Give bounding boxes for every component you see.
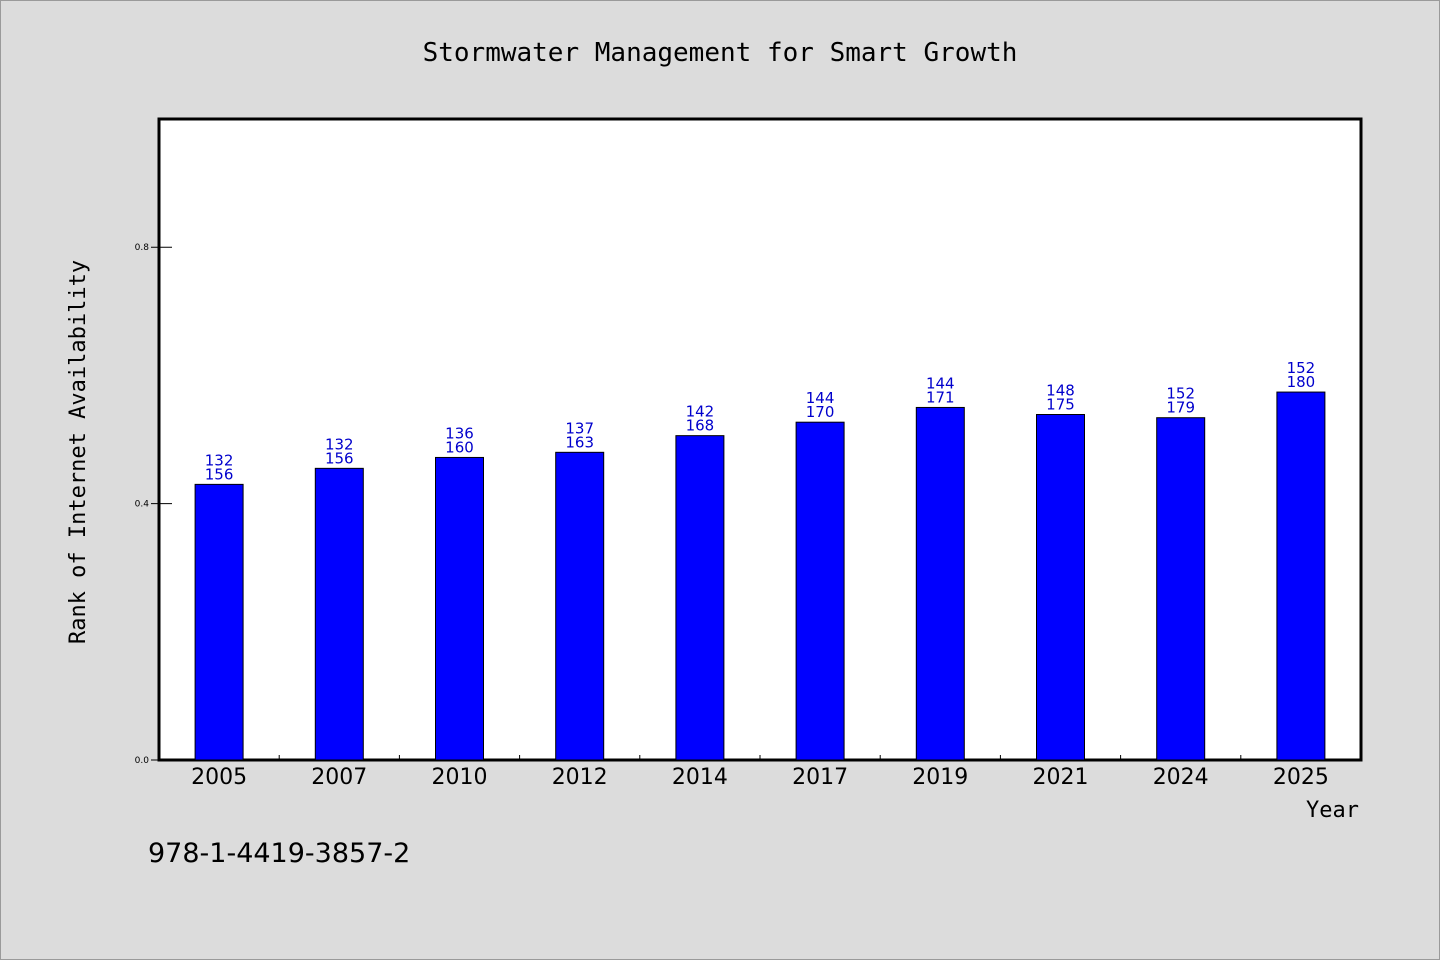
- data-label-top: 152: [1287, 359, 1316, 377]
- bar: [435, 456, 484, 761]
- data-label-bottom: 156: [325, 449, 354, 467]
- x-tick-label: 2025: [1273, 765, 1329, 790]
- data-label-top: 137: [565, 419, 594, 437]
- data-label-top: 132: [205, 451, 234, 469]
- data-label-top: 148: [1046, 382, 1075, 400]
- data-label-bottom: 179: [1166, 399, 1195, 417]
- data-label-top: 144: [806, 389, 835, 407]
- bar: [1276, 391, 1326, 761]
- y-tick-label: 0.4: [135, 500, 150, 510]
- x-tick-label: 2005: [191, 765, 247, 790]
- data-label-bottom: 170: [806, 403, 835, 421]
- x-tick-label: 2021: [1033, 765, 1089, 790]
- x-tick-label: 2019: [912, 765, 968, 790]
- data-label-bottom: 168: [686, 417, 715, 435]
- data-label-bottom: 180: [1287, 373, 1316, 391]
- data-label-bottom: 163: [565, 433, 594, 451]
- y-tick-label: 0.0: [135, 756, 150, 766]
- y-tick-label: 0.8: [135, 243, 150, 253]
- data-label-bottom: 171: [926, 388, 955, 406]
- bar: [194, 483, 244, 761]
- data-label-top: 136: [445, 424, 474, 442]
- data-label-bottom: 160: [445, 438, 474, 456]
- data-label-bottom: 156: [205, 465, 234, 483]
- bar: [314, 467, 364, 761]
- bar-series: [194, 391, 1326, 761]
- x-tick-label: 2017: [792, 765, 848, 790]
- bar: [555, 451, 605, 761]
- bar: [795, 421, 845, 761]
- footer-code: 978-1-4419-3857-2: [148, 838, 410, 869]
- chart-title: Stormwater Management for Smart Growth: [423, 38, 1018, 68]
- x-tick-label: 2010: [432, 765, 488, 790]
- x-tick-label: 2012: [552, 765, 608, 790]
- data-label-top: 142: [686, 403, 715, 421]
- y-axis-label: Rank of Internet Availability: [66, 260, 91, 644]
- data-label-bottom: 175: [1046, 396, 1075, 414]
- bar: [1036, 414, 1085, 761]
- data-label-top: 144: [926, 374, 955, 392]
- x-tick-label: 2024: [1153, 765, 1209, 790]
- bar: [675, 435, 725, 761]
- x-axis-label: Year: [1306, 798, 1359, 823]
- bar: [915, 406, 965, 761]
- x-tick-label: 2014: [672, 765, 728, 790]
- data-label-top: 132: [325, 435, 354, 453]
- bar: [1156, 417, 1206, 761]
- data-label-top: 152: [1166, 385, 1195, 403]
- x-tick-label: 2007: [311, 765, 367, 790]
- x-axis-ticks: 2005 2007 2010 2012 2014 2017 2019 2021 2024 2025: [191, 755, 1329, 790]
- data-labels: 1321561321561361601371631421681441701441…: [205, 359, 1315, 483]
- y-axis-ticks: 0.0 0.4 0.8: [135, 243, 172, 766]
